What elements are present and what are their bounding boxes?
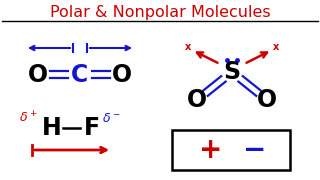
- Text: O: O: [28, 63, 48, 87]
- Text: −: −: [243, 136, 266, 164]
- Text: Polar & Nonpolar Molecules: Polar & Nonpolar Molecules: [50, 6, 270, 21]
- Bar: [172, 130, 290, 170]
- Text: F: F: [84, 116, 100, 140]
- Text: $\delta^+$: $\delta^+$: [19, 110, 37, 126]
- Text: O: O: [257, 88, 277, 112]
- Text: C: C: [71, 63, 89, 87]
- Text: H: H: [42, 116, 62, 140]
- Text: S: S: [223, 60, 241, 84]
- Text: O: O: [112, 63, 132, 87]
- Text: O: O: [187, 88, 207, 112]
- Text: $\delta^-$: $\delta^-$: [102, 111, 120, 125]
- Text: x: x: [273, 42, 279, 52]
- Text: +: +: [199, 136, 223, 164]
- Text: x: x: [185, 42, 191, 52]
